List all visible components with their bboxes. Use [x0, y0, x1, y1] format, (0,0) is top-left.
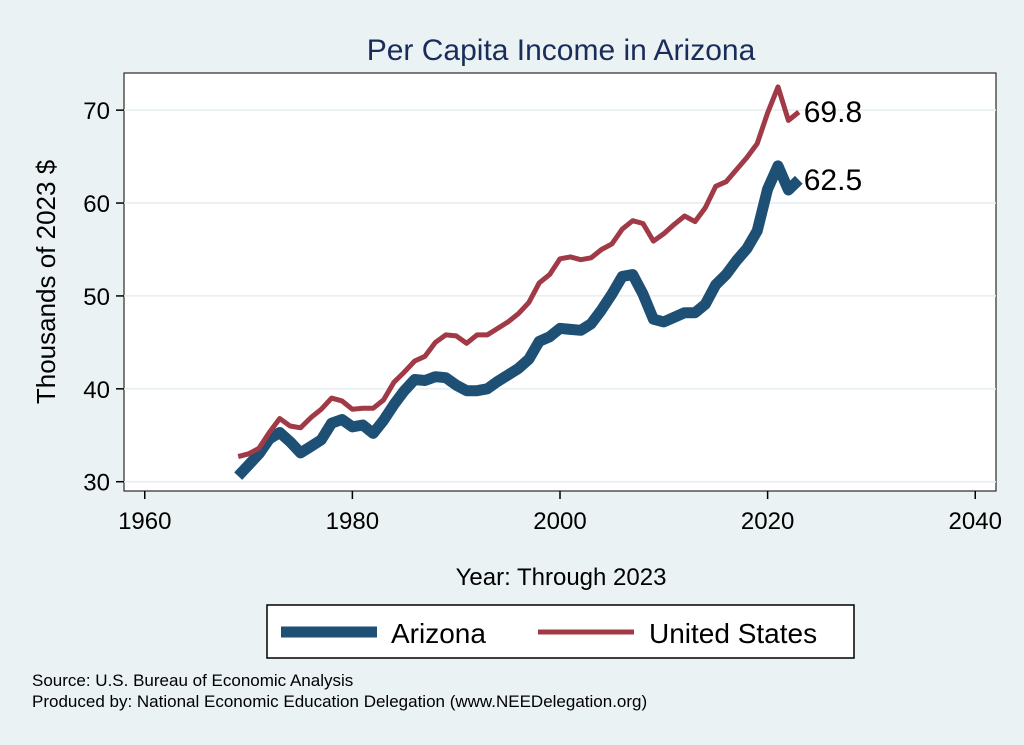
y-tick-label: 70 — [83, 98, 110, 125]
x-axis-label: Year: Through 2023 — [456, 564, 667, 591]
legend-label-united-states: United States — [649, 618, 817, 649]
x-tick-label: 2040 — [949, 508, 1002, 535]
producer-note: Produced by: National Economic Education… — [32, 692, 648, 711]
y-tick-label: 40 — [83, 377, 110, 404]
plot-area — [123, 72, 997, 492]
series-lines — [234, 84, 803, 480]
y-tick-label: 60 — [83, 191, 110, 218]
series-line-united-states — [237, 84, 801, 460]
x-tick-label: 2020 — [741, 508, 794, 535]
axes: 30 40 50 60 70 1960 1980 2000 2020 2040 — [83, 98, 1002, 535]
end-label-arizona: 62.5 — [804, 164, 862, 197]
x-tick-label: 1980 — [326, 508, 379, 535]
legend-label-arizona: Arizona — [391, 618, 486, 649]
y-tick-label: 50 — [83, 284, 110, 311]
y-tick-label: 30 — [83, 470, 110, 497]
x-tick-label: 2000 — [533, 508, 586, 535]
gridlines — [124, 109, 996, 483]
legend: Arizona United States — [266, 604, 855, 659]
source-note: Source: U.S. Bureau of Economic Analysis — [32, 671, 354, 690]
end-labels: 62.5 69.8 — [804, 96, 862, 197]
end-label-united-states: 69.8 — [804, 96, 862, 129]
y-axis-label: Thousands of 2023 $ — [31, 159, 61, 404]
chart-title: Per Capita Income in Arizona — [367, 34, 756, 67]
series-line-arizona — [234, 160, 803, 480]
x-tick-label: 1960 — [118, 508, 171, 535]
